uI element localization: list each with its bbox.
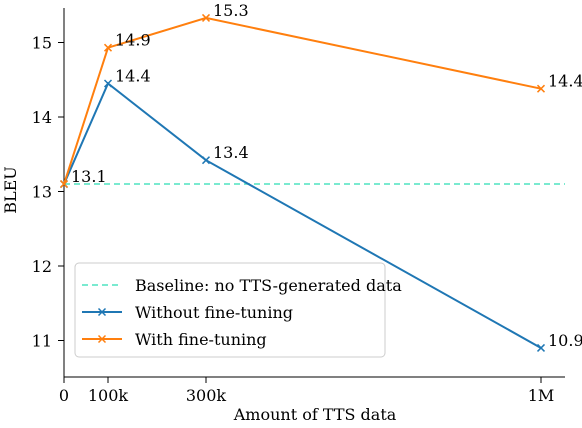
with-fine-tuning-point-marker xyxy=(103,43,113,52)
marker-stroke xyxy=(201,156,211,165)
marker-stroke xyxy=(103,79,113,88)
legend-label: Baseline: no TTS-generated data xyxy=(135,276,402,295)
with-fine-tuning-point-marker xyxy=(59,180,69,189)
marker-stroke xyxy=(536,84,546,93)
data-labels-layer: 14.4 13.4 10.9 13.1 14.9 15.3 14.4 xyxy=(71,1,582,350)
legend: Baseline: no TTS-generated data Without f… xyxy=(74,262,402,358)
without-fine-tuning-data-label: 14.4 xyxy=(115,66,151,85)
x-tick-label: 100k xyxy=(88,386,129,405)
marker-stroke xyxy=(201,13,211,22)
x-tick-label: 1M xyxy=(528,386,555,405)
x-tick-label: 300k xyxy=(186,386,227,405)
with-fine-tuning-point-marker xyxy=(201,13,211,22)
ticks-layer: 0 100k 300k 1M 11 12 13 14 15 xyxy=(32,34,555,406)
axes xyxy=(63,8,565,378)
y-tick-label: 12 xyxy=(32,257,52,276)
with-fine-tuning-point-marker xyxy=(536,84,546,93)
without-fine-tuning-point-marker xyxy=(201,156,211,165)
marker-stroke xyxy=(103,43,113,52)
marker-stroke xyxy=(59,180,69,189)
x-axis-label: Amount of TTS data xyxy=(233,405,397,424)
without-fine-tuning-data-label: 10.9 xyxy=(548,331,582,350)
with-fine-tuning-data-label: 14.4 xyxy=(548,72,582,91)
series-layer xyxy=(59,13,546,352)
with-fine-tuning-data-label: 15.3 xyxy=(213,1,249,20)
legend-marker-stroke xyxy=(97,307,107,317)
y-tick-label: 11 xyxy=(32,332,52,351)
y-tick-label: 14 xyxy=(32,108,52,127)
without-fine-tuning-point-marker xyxy=(536,343,546,352)
marker-stroke xyxy=(536,343,546,352)
x-tick-label: 0 xyxy=(59,386,69,405)
with-fine-tuning-line xyxy=(63,16,542,185)
with-fine-tuning-data-label: 14.9 xyxy=(115,31,151,50)
without-fine-tuning-data-label: 13.4 xyxy=(213,143,249,162)
legend-label: With fine-tuning xyxy=(135,330,267,349)
legend-marker-stroke xyxy=(97,334,107,344)
without-fine-tuning-point-marker xyxy=(103,79,113,88)
without-fine-tuning-line xyxy=(63,81,542,349)
legend-frame xyxy=(74,262,386,358)
y-axis-label: BLEU xyxy=(1,166,20,214)
legend-label: Without fine-tuning xyxy=(135,303,293,322)
y-tick-label: 13 xyxy=(32,183,52,202)
y-tick-label: 15 xyxy=(32,34,52,53)
with-fine-tuning-data-label: 13.1 xyxy=(71,167,107,186)
